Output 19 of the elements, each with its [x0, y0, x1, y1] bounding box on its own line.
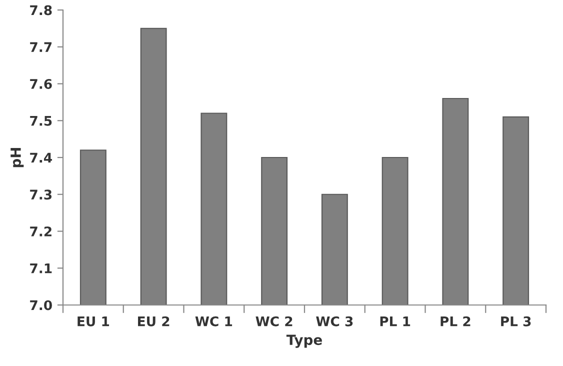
x-tick-label: PL 3: [501, 316, 531, 326]
y-tick-label: 7.3: [30, 190, 52, 200]
x-tick-label: EU 2: [138, 316, 170, 326]
y-tick-label: 7.6: [30, 78, 52, 89]
x-tick-label: WC 1: [195, 316, 232, 326]
x-axis-title: Type: [286, 334, 322, 348]
y-axis-title: pH: [10, 148, 24, 168]
x-tick-label: WC 2: [256, 316, 292, 326]
y-tick-label: 7.7: [30, 42, 52, 52]
y-tick-label: 7.5: [30, 116, 52, 126]
y-tick-label: 7.1: [30, 264, 52, 274]
x-tick-label: EU 1: [78, 316, 110, 326]
x-tick-label: WC 3: [316, 316, 353, 326]
y-tick-label: 7.4: [30, 152, 52, 163]
y-tick-label: 7.8: [30, 5, 52, 16]
x-tick-label: PL 1: [380, 316, 410, 326]
y-tick-label: 7.0: [30, 300, 52, 310]
y-tick-label: 7.2: [30, 226, 52, 236]
x-tick-label: PL 2: [440, 316, 470, 326]
